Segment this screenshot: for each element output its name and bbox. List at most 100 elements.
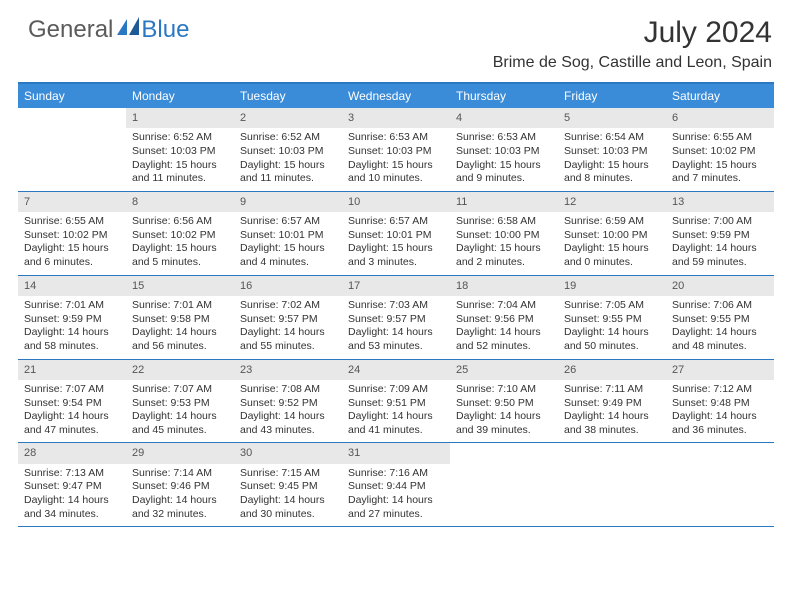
day-cell: 30Sunrise: 7:15 AMSunset: 9:45 PMDayligh… <box>234 443 342 526</box>
daylight-text: Daylight: 15 hours and 11 minutes. <box>132 159 228 186</box>
sunrise-text: Sunrise: 6:55 AM <box>24 215 120 229</box>
sunrise-text: Sunrise: 7:00 AM <box>672 215 768 229</box>
sunrise-text: Sunrise: 7:09 AM <box>348 383 444 397</box>
day-body: Sunrise: 6:58 AMSunset: 10:00 PMDaylight… <box>450 212 558 275</box>
sunrise-text: Sunrise: 7:03 AM <box>348 299 444 313</box>
header: General Blue July 2024 Brime de Sog, Cas… <box>0 0 792 78</box>
day-number: 4 <box>450 108 558 128</box>
day-body: Sunrise: 7:16 AMSunset: 9:44 PMDaylight:… <box>342 464 450 527</box>
day-body: Sunrise: 6:55 AMSunset: 10:02 PMDaylight… <box>18 212 126 275</box>
day-body: Sunrise: 6:59 AMSunset: 10:00 PMDaylight… <box>558 212 666 275</box>
sunrise-text: Sunrise: 7:08 AM <box>240 383 336 397</box>
sunrise-text: Sunrise: 6:53 AM <box>348 131 444 145</box>
day-number: 18 <box>450 276 558 296</box>
sunrise-text: Sunrise: 6:57 AM <box>348 215 444 229</box>
sunset-text: Sunset: 9:58 PM <box>132 313 228 327</box>
day-number: 8 <box>126 192 234 212</box>
day-body: Sunrise: 7:00 AMSunset: 9:59 PMDaylight:… <box>666 212 774 275</box>
day-body: Sunrise: 7:12 AMSunset: 9:48 PMDaylight:… <box>666 380 774 443</box>
daylight-text: Daylight: 14 hours and 32 minutes. <box>132 494 228 521</box>
daylight-text: Daylight: 14 hours and 58 minutes. <box>24 326 120 353</box>
sunrise-text: Sunrise: 7:02 AM <box>240 299 336 313</box>
day-of-week-row: SundayMondayTuesdayWednesdayThursdayFrid… <box>18 84 774 108</box>
sunset-text: Sunset: 9:53 PM <box>132 397 228 411</box>
day-number: 1 <box>126 108 234 128</box>
day-body: Sunrise: 7:07 AMSunset: 9:53 PMDaylight:… <box>126 380 234 443</box>
sunset-text: Sunset: 9:48 PM <box>672 397 768 411</box>
day-body: Sunrise: 6:52 AMSunset: 10:03 PMDaylight… <box>126 128 234 191</box>
sunset-text: Sunset: 9:46 PM <box>132 480 228 494</box>
sunset-text: Sunset: 9:50 PM <box>456 397 552 411</box>
daylight-text: Daylight: 15 hours and 9 minutes. <box>456 159 552 186</box>
week-row: 7Sunrise: 6:55 AMSunset: 10:02 PMDayligh… <box>18 192 774 276</box>
logo-sail-icon <box>117 17 139 35</box>
day-body: Sunrise: 7:07 AMSunset: 9:54 PMDaylight:… <box>18 380 126 443</box>
day-body: Sunrise: 7:04 AMSunset: 9:56 PMDaylight:… <box>450 296 558 359</box>
day-body: Sunrise: 6:52 AMSunset: 10:03 PMDaylight… <box>234 128 342 191</box>
day-cell <box>558 443 666 526</box>
daylight-text: Daylight: 15 hours and 0 minutes. <box>564 242 660 269</box>
sunrise-text: Sunrise: 7:16 AM <box>348 467 444 481</box>
day-number: 12 <box>558 192 666 212</box>
day-body: Sunrise: 7:15 AMSunset: 9:45 PMDaylight:… <box>234 464 342 527</box>
title-block: July 2024 Brime de Sog, Castille and Leo… <box>493 16 772 72</box>
day-cell: 27Sunrise: 7:12 AMSunset: 9:48 PMDayligh… <box>666 360 774 443</box>
day-number: 10 <box>342 192 450 212</box>
day-cell: 15Sunrise: 7:01 AMSunset: 9:58 PMDayligh… <box>126 276 234 359</box>
day-number: 16 <box>234 276 342 296</box>
day-number: 31 <box>342 443 450 463</box>
daylight-text: Daylight: 14 hours and 38 minutes. <box>564 410 660 437</box>
week-row: 1Sunrise: 6:52 AMSunset: 10:03 PMDayligh… <box>18 108 774 192</box>
sunrise-text: Sunrise: 6:57 AM <box>240 215 336 229</box>
sunset-text: Sunset: 9:45 PM <box>240 480 336 494</box>
day-cell: 25Sunrise: 7:10 AMSunset: 9:50 PMDayligh… <box>450 360 558 443</box>
daylight-text: Daylight: 14 hours and 45 minutes. <box>132 410 228 437</box>
day-cell <box>18 108 126 191</box>
sunset-text: Sunset: 9:59 PM <box>672 229 768 243</box>
daylight-text: Daylight: 15 hours and 11 minutes. <box>240 159 336 186</box>
sunset-text: Sunset: 9:51 PM <box>348 397 444 411</box>
dow-cell: Tuesday <box>234 84 342 108</box>
sunset-text: Sunset: 9:57 PM <box>240 313 336 327</box>
sunrise-text: Sunrise: 6:52 AM <box>132 131 228 145</box>
sunrise-text: Sunrise: 7:01 AM <box>132 299 228 313</box>
daylight-text: Daylight: 14 hours and 55 minutes. <box>240 326 336 353</box>
sunset-text: Sunset: 10:03 PM <box>240 145 336 159</box>
sunset-text: Sunset: 10:01 PM <box>240 229 336 243</box>
daylight-text: Daylight: 15 hours and 3 minutes. <box>348 242 444 269</box>
day-cell: 5Sunrise: 6:54 AMSunset: 10:03 PMDayligh… <box>558 108 666 191</box>
daylight-text: Daylight: 14 hours and 56 minutes. <box>132 326 228 353</box>
sunrise-text: Sunrise: 6:56 AM <box>132 215 228 229</box>
day-cell: 7Sunrise: 6:55 AMSunset: 10:02 PMDayligh… <box>18 192 126 275</box>
day-number: 23 <box>234 360 342 380</box>
daylight-text: Daylight: 14 hours and 52 minutes. <box>456 326 552 353</box>
sunrise-text: Sunrise: 7:07 AM <box>24 383 120 397</box>
day-number: 22 <box>126 360 234 380</box>
sunrise-text: Sunrise: 7:07 AM <box>132 383 228 397</box>
day-body: Sunrise: 6:57 AMSunset: 10:01 PMDaylight… <box>234 212 342 275</box>
day-number: 27 <box>666 360 774 380</box>
sunset-text: Sunset: 10:03 PM <box>348 145 444 159</box>
daylight-text: Daylight: 15 hours and 2 minutes. <box>456 242 552 269</box>
day-number: 24 <box>342 360 450 380</box>
sunrise-text: Sunrise: 6:52 AM <box>240 131 336 145</box>
day-number: 17 <box>342 276 450 296</box>
sunrise-text: Sunrise: 6:55 AM <box>672 131 768 145</box>
day-cell: 12Sunrise: 6:59 AMSunset: 10:00 PMDaylig… <box>558 192 666 275</box>
day-number: 9 <box>234 192 342 212</box>
logo-word-1: General <box>28 16 113 44</box>
day-body: Sunrise: 7:05 AMSunset: 9:55 PMDaylight:… <box>558 296 666 359</box>
sunrise-text: Sunrise: 7:06 AM <box>672 299 768 313</box>
day-body: Sunrise: 7:03 AMSunset: 9:57 PMDaylight:… <box>342 296 450 359</box>
sunrise-text: Sunrise: 7:13 AM <box>24 467 120 481</box>
sunrise-text: Sunrise: 7:12 AM <box>672 383 768 397</box>
day-number: 26 <box>558 360 666 380</box>
day-number: 11 <box>450 192 558 212</box>
day-cell: 26Sunrise: 7:11 AMSunset: 9:49 PMDayligh… <box>558 360 666 443</box>
day-body: Sunrise: 6:53 AMSunset: 10:03 PMDaylight… <box>450 128 558 191</box>
sunrise-text: Sunrise: 7:15 AM <box>240 467 336 481</box>
day-cell: 28Sunrise: 7:13 AMSunset: 9:47 PMDayligh… <box>18 443 126 526</box>
day-cell: 1Sunrise: 6:52 AMSunset: 10:03 PMDayligh… <box>126 108 234 191</box>
day-cell: 4Sunrise: 6:53 AMSunset: 10:03 PMDayligh… <box>450 108 558 191</box>
sunset-text: Sunset: 9:57 PM <box>348 313 444 327</box>
